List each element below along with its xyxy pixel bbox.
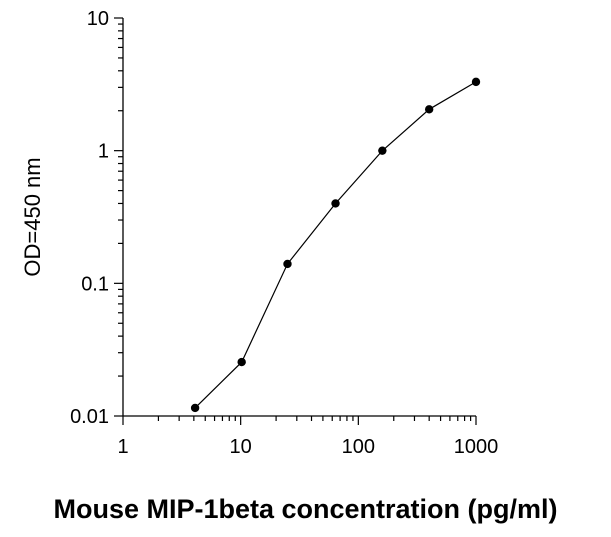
x-tick-label: 1000 — [454, 436, 499, 458]
series-line — [194, 81, 477, 409]
y-tick-label: 1 — [98, 141, 109, 163]
data-point — [378, 146, 387, 155]
x-tick-label: 10 — [230, 436, 252, 458]
data-point — [424, 105, 434, 114]
series-layer — [190, 77, 481, 413]
data-point — [471, 77, 481, 87]
y-axis-title: OD=450 nm — [20, 157, 45, 276]
y-tick-label: 0.01 — [70, 406, 109, 428]
plot-svg: 0.01 0.1 1 10 1 10 100 1000 OD=450 nm — [20, 8, 498, 458]
data-point — [237, 357, 246, 367]
data-point — [283, 259, 292, 269]
y-tick-label: 10 — [87, 8, 109, 30]
x-tick-label: 100 — [342, 436, 375, 458]
x-axis-title: Mouse MIP-1beta concentration (pg/ml) — [53, 494, 558, 524]
labels-layer: 0.01 0.1 1 10 1 10 100 1000 OD=450 nm — [20, 8, 498, 458]
axes — [114, 17, 477, 425]
data-point — [331, 199, 340, 208]
x-tick-label: 1 — [117, 436, 128, 458]
data-point — [190, 403, 200, 413]
y-tick-label: 0.1 — [81, 273, 109, 295]
